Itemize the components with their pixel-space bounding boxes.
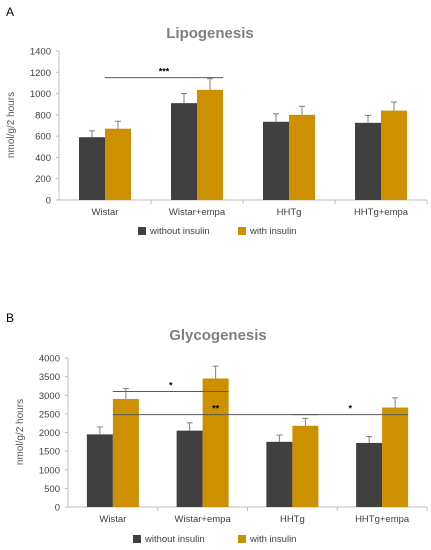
bar xyxy=(86,434,113,507)
significance-label: * xyxy=(169,381,173,391)
bar xyxy=(112,398,139,507)
y-tick-label: 600 xyxy=(35,132,51,143)
y-tick-label: 1000 xyxy=(30,89,51,100)
bar xyxy=(263,121,289,200)
y-axis-label: nmol/g/2 hours xyxy=(15,399,26,465)
legend-swatch xyxy=(133,535,141,543)
x-category-label: HHTg xyxy=(280,514,305,525)
lipogenesis-chart: Lipogenesis nmol/g/2 hours 0 200 400 600 800 10… xyxy=(6,25,428,237)
x-category-label: HHTg+empa xyxy=(354,207,409,218)
legend-label: with insulin xyxy=(249,226,296,237)
chart-title: Lipogenesis xyxy=(166,25,254,42)
bar xyxy=(176,430,203,507)
bar xyxy=(292,425,319,507)
y-tick-label: 1400 xyxy=(30,47,51,58)
bar xyxy=(105,128,131,200)
legend-swatch xyxy=(238,227,246,235)
x-category-label: Wistar+empa xyxy=(175,514,232,525)
y-tick-label: 1200 xyxy=(30,68,51,79)
y-tick-label: 1000 xyxy=(39,465,60,476)
y-tick-label: 3000 xyxy=(39,391,60,402)
significance-label: *** xyxy=(159,67,170,77)
y-axis-label: nmol/g/2 hours xyxy=(6,92,17,158)
y-tick-label: 200 xyxy=(35,174,51,185)
y-tick-label: 0 xyxy=(46,196,51,207)
y-tick-label: 4000 xyxy=(39,354,60,365)
panel-a-letter: A xyxy=(6,5,14,19)
x-category-label: Wistar+empa xyxy=(169,207,226,218)
panel-b-letter: B xyxy=(6,311,14,325)
y-tick-label: 400 xyxy=(35,153,51,164)
y-tick-label: 3500 xyxy=(39,372,60,383)
glycogenesis-chart: Glycogenesis nmol/g/2 hours 0 500 1000 1500 20… xyxy=(15,327,428,545)
bar xyxy=(356,442,383,507)
legend-swatch xyxy=(138,227,146,235)
chart-title: Glycogenesis xyxy=(169,327,267,344)
y-tick-label: 500 xyxy=(44,484,60,495)
bar xyxy=(79,137,105,200)
legend-label: without insulin xyxy=(144,534,205,545)
significance-label: * xyxy=(348,404,352,414)
legend-label: without insulin xyxy=(149,226,210,237)
significance-label: ** xyxy=(212,404,220,414)
y-tick-label: 2500 xyxy=(39,409,60,420)
bar xyxy=(197,89,223,200)
bar xyxy=(171,103,197,200)
y-tick-label: 0 xyxy=(55,503,60,514)
legend-swatch xyxy=(238,535,246,543)
x-category-label: Wistar xyxy=(99,514,126,525)
x-category-label: HHTg+empa xyxy=(355,514,410,525)
bar xyxy=(355,122,381,200)
bar xyxy=(202,378,229,507)
y-tick-label: 800 xyxy=(35,110,51,121)
x-category-label: Wistar xyxy=(92,207,119,218)
bar xyxy=(266,441,293,507)
bar xyxy=(289,114,315,200)
legend-label: with insulin xyxy=(249,534,296,545)
x-category-label: HHTg xyxy=(277,207,302,218)
y-tick-label: 1500 xyxy=(39,447,60,458)
y-tick-label: 2000 xyxy=(39,428,60,439)
bar xyxy=(382,407,409,507)
bar xyxy=(381,110,407,200)
